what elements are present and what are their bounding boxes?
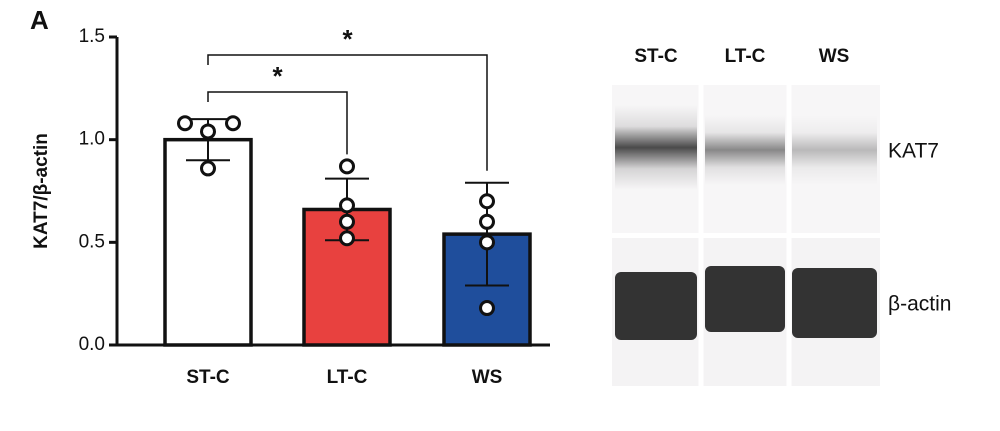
band xyxy=(615,272,697,340)
data-point xyxy=(479,213,495,230)
band-label: KAT7 xyxy=(888,140,939,163)
y-tick-label: 0.0 xyxy=(79,334,105,355)
lane-label: ST-C xyxy=(634,46,678,67)
bar xyxy=(163,137,253,347)
data-point xyxy=(479,193,495,210)
y-axis-label: KAT7/β-actin xyxy=(31,133,52,249)
bar xyxy=(302,207,392,347)
lane-label: WS xyxy=(819,46,850,67)
data-point xyxy=(225,115,241,132)
significance-bracket xyxy=(207,91,348,155)
band-label: β-actin xyxy=(888,293,951,316)
band xyxy=(792,115,877,185)
significance-label: * xyxy=(272,61,283,91)
y-tick-label: 0.5 xyxy=(79,231,105,252)
data-point xyxy=(200,123,216,140)
data-point xyxy=(200,160,216,177)
lane-label: LT-C xyxy=(725,46,766,67)
data-point xyxy=(339,213,355,230)
data-point xyxy=(339,197,355,214)
data-point xyxy=(177,115,193,132)
band xyxy=(705,115,785,185)
y-tick-label: 1.0 xyxy=(79,129,105,150)
x-tick-label: WS xyxy=(472,367,503,388)
data-point xyxy=(479,234,495,251)
significance-bracket xyxy=(207,54,488,171)
band xyxy=(705,266,785,332)
band xyxy=(615,105,697,190)
band xyxy=(792,268,877,338)
panel-label: A xyxy=(30,5,49,35)
data-point xyxy=(339,230,355,247)
data-point xyxy=(339,158,355,175)
data-point xyxy=(479,300,495,317)
x-tick-label: LT-C xyxy=(327,367,368,388)
y-tick-label: 1.5 xyxy=(79,26,105,47)
significance-label: * xyxy=(342,24,353,54)
blot: ST-C LT-C WS KAT7 β-actin xyxy=(612,46,951,386)
x-tick-label: ST-C xyxy=(186,367,230,388)
